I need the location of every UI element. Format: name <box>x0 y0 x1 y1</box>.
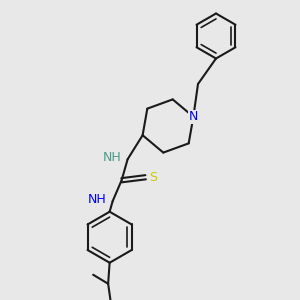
Text: NH: NH <box>103 151 122 164</box>
Text: N: N <box>189 110 198 123</box>
Text: NH: NH <box>88 193 106 206</box>
Text: S: S <box>149 171 157 184</box>
